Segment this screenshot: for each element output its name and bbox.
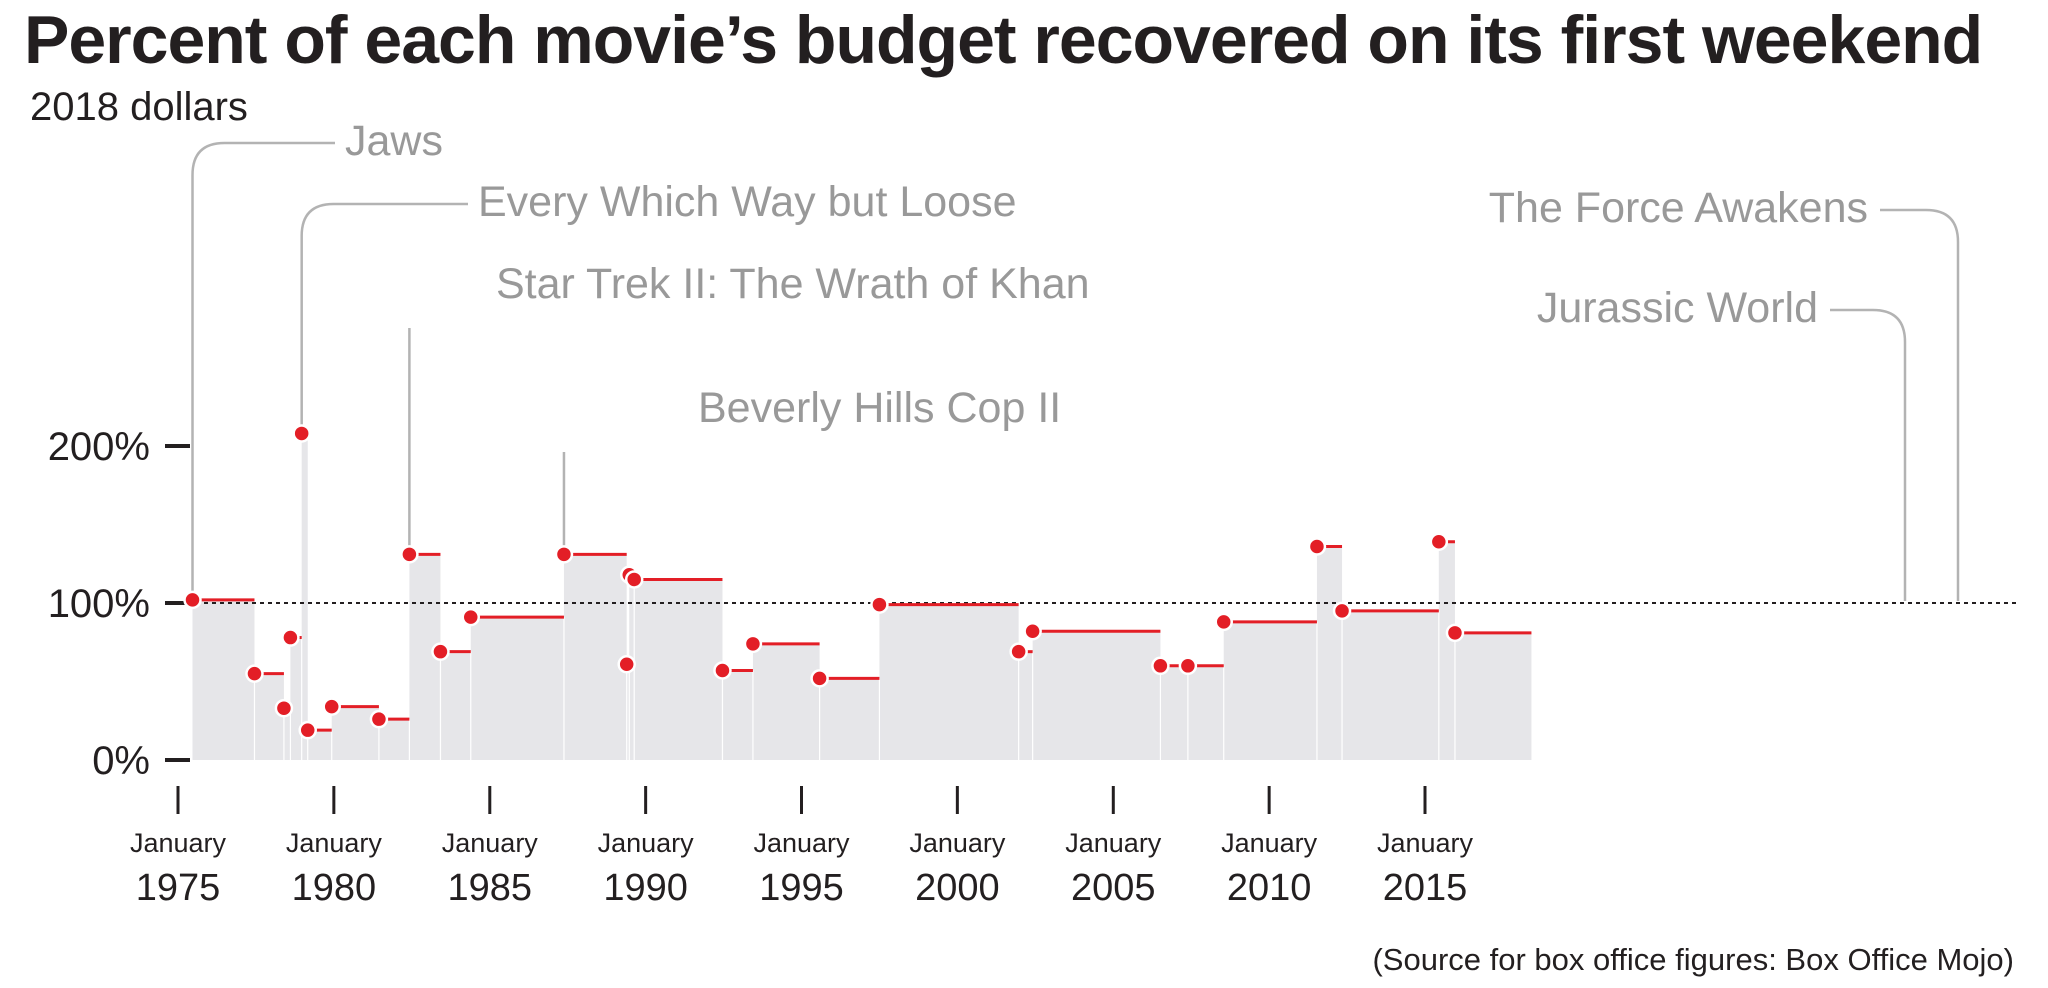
- data-point: [322, 697, 341, 716]
- data-point: [400, 545, 419, 564]
- annotation-label: The Force Awakens: [1489, 184, 1868, 232]
- annotation-label: Jurassic World: [1537, 284, 1818, 332]
- y-tick-label: 200%: [48, 425, 150, 469]
- data-point: [245, 664, 264, 683]
- annotation-label: Every Which Way but Loose: [478, 178, 1017, 226]
- data-point: [1307, 537, 1327, 556]
- x-tick-year: 1985: [448, 867, 533, 909]
- annotation-leaders: [191, 141, 1960, 601]
- data-point: [1429, 532, 1449, 552]
- data-point: [298, 720, 317, 740]
- data-point: [1023, 622, 1042, 641]
- x-tick-year: 2010: [1227, 867, 1312, 909]
- chart-title: Percent of each movie’s budget recovered…: [24, 2, 1983, 78]
- data-point: [713, 661, 732, 680]
- data-point: [281, 628, 300, 647]
- x-tick-year: 1990: [603, 867, 688, 909]
- step-lines: [192, 431, 1532, 732]
- data-point: [870, 595, 889, 614]
- data-point: [554, 545, 574, 564]
- data-point: [431, 642, 450, 661]
- x-tick-month: January: [286, 828, 383, 858]
- x-tick-month: January: [909, 828, 1006, 858]
- y-tick-label: 0%: [92, 739, 150, 783]
- chart-subtitle: 2018 dollars: [30, 85, 248, 129]
- annotation-labels: Jaws Every Which Way but Loose Star Trek I…: [345, 117, 1868, 432]
- annotation-leader: [191, 141, 335, 600]
- x-tick-year: 1975: [136, 867, 221, 909]
- x-tick-month: January: [130, 828, 227, 858]
- x-tick-year: 2000: [915, 867, 1000, 909]
- x-tick-month: January: [598, 828, 695, 858]
- area-fill: [192, 433, 1532, 760]
- x-tick-month: January: [753, 828, 850, 858]
- riser-layer: [253, 579, 1456, 760]
- x-tick-month: January: [1065, 828, 1162, 858]
- source-note: (Source for box office figures: Box Offi…: [1372, 942, 2014, 977]
- data-point: [183, 590, 202, 610]
- data-point: [743, 634, 763, 654]
- x-tick-year: 2015: [1383, 867, 1468, 909]
- data-point: [1151, 656, 1170, 676]
- data-point: [1445, 623, 1465, 643]
- annotation-leader: [1880, 208, 1960, 601]
- annotation-label: Jaws: [345, 117, 443, 165]
- x-tick-month: January: [442, 828, 539, 858]
- data-points: [183, 424, 1465, 740]
- data-point: [1332, 601, 1352, 621]
- x-tick-month: January: [1377, 828, 1474, 858]
- x-tick-month: January: [1221, 828, 1318, 858]
- data-point: [624, 570, 644, 589]
- annotation-leader: [300, 202, 468, 434]
- data-point: [369, 709, 389, 729]
- annotation-label: Beverly Hills Cop II: [698, 384, 1061, 432]
- data-point: [1178, 656, 1198, 676]
- data-point: [1214, 612, 1233, 632]
- x-axis: January 1975 January 1980 January 1985 January…: [130, 786, 1474, 909]
- annotation-leader: [1830, 308, 1907, 601]
- data-point: [1009, 642, 1028, 661]
- data-point: [274, 698, 294, 718]
- x-tick-year: 2005: [1071, 867, 1156, 909]
- annotation-label: Star Trek II: The Wrath of Khan: [496, 260, 1090, 308]
- y-axis: 0% 100% 200%: [48, 425, 190, 783]
- data-point: [810, 669, 829, 688]
- y-tick-label: 100%: [48, 582, 150, 626]
- x-tick-year: 1980: [292, 867, 377, 909]
- data-point: [461, 607, 481, 627]
- data-point: [617, 654, 636, 674]
- data-point: [292, 424, 311, 443]
- x-tick-year: 1995: [759, 867, 844, 909]
